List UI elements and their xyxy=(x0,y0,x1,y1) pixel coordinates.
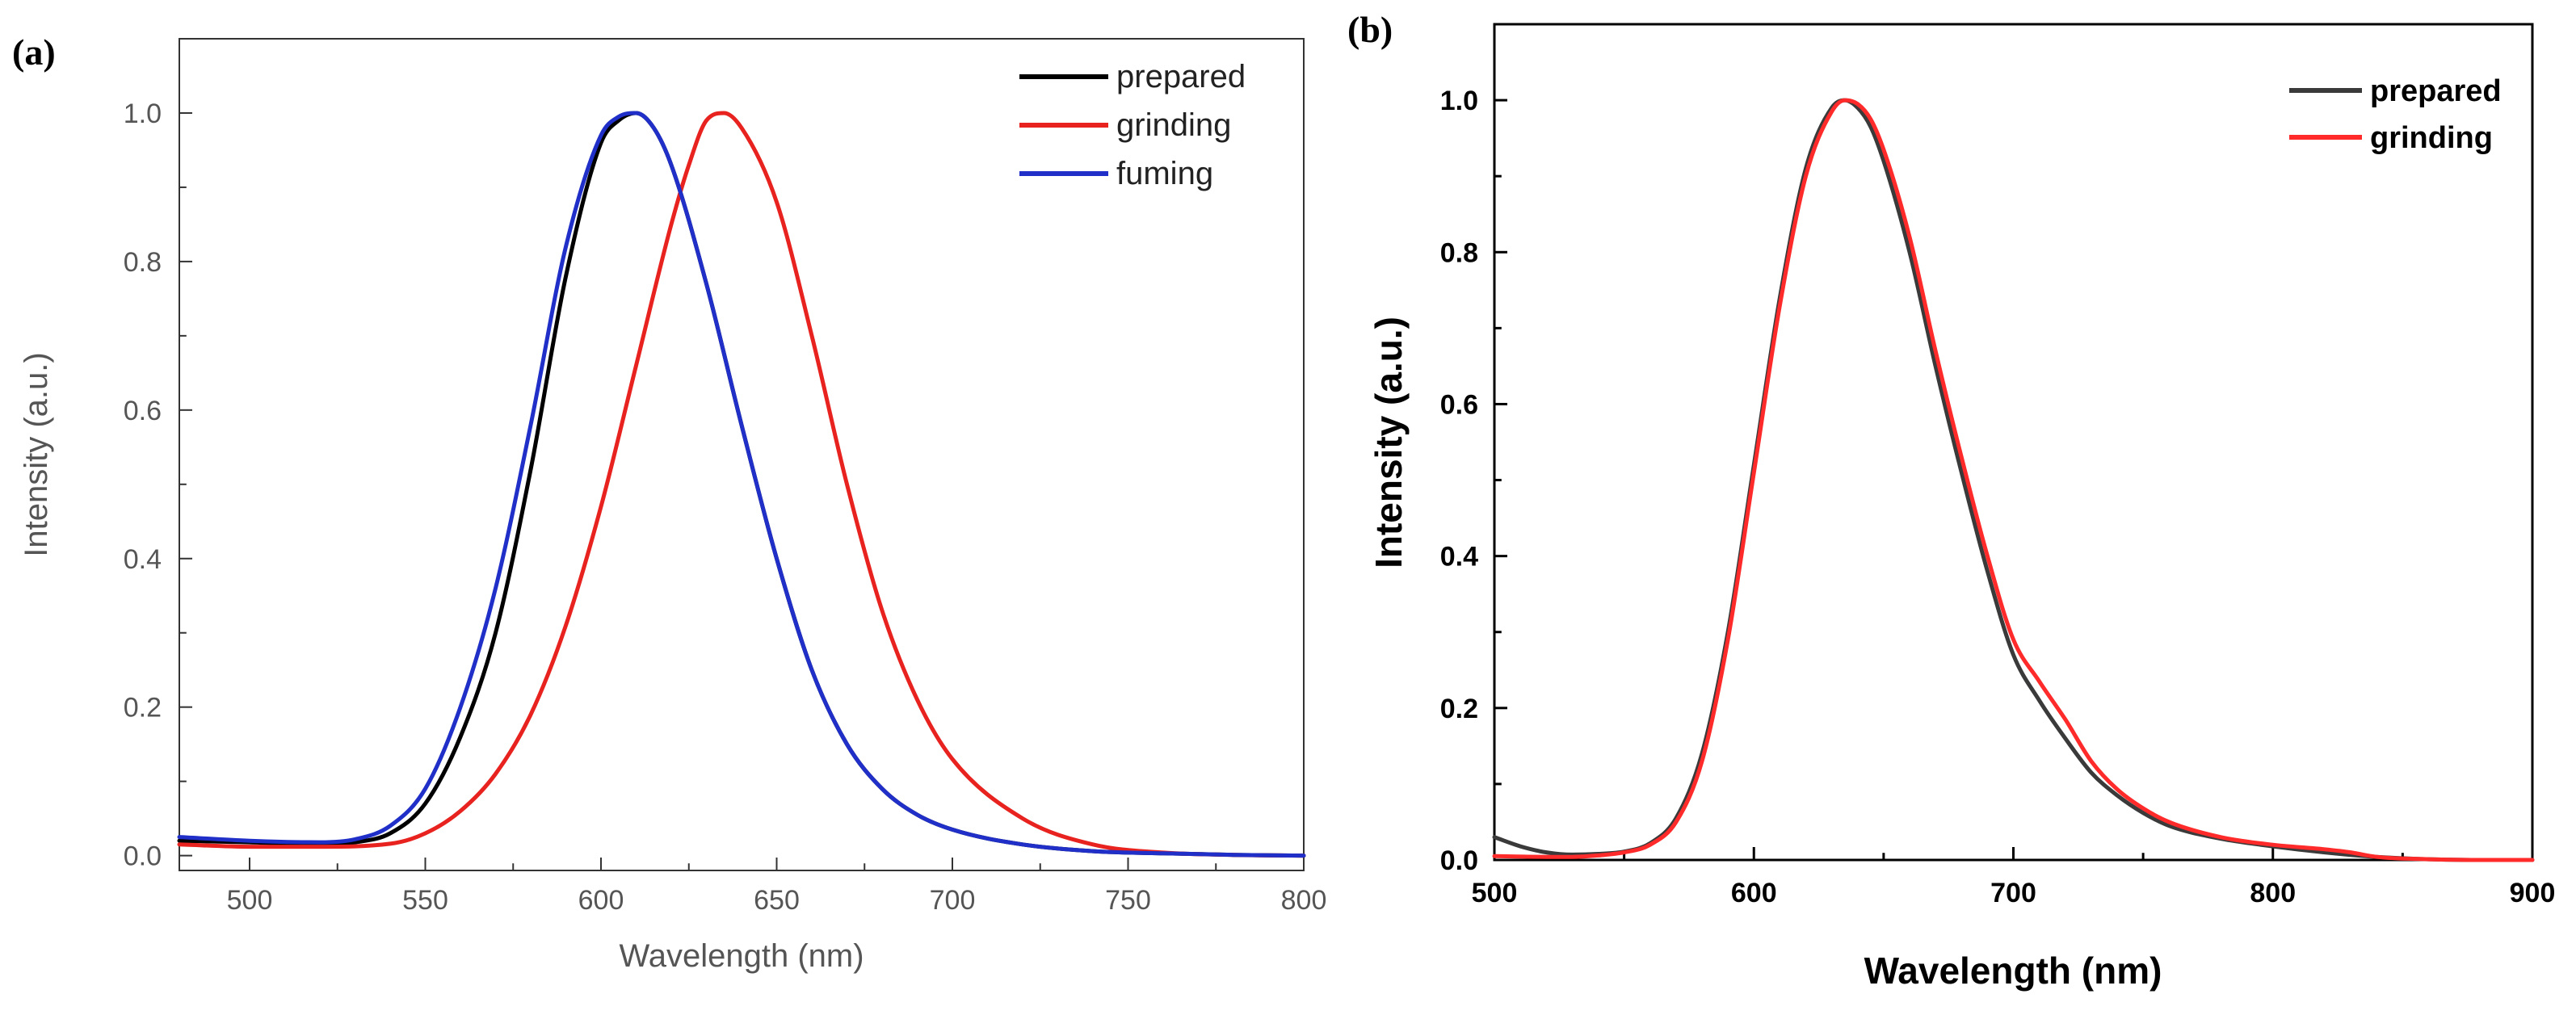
x-tick-label: 550 xyxy=(402,885,448,916)
ticks-a: 500 550 600 650 700 750 800 0.0 0.2 0.4 0.6 0.8 1.0 xyxy=(124,99,1327,916)
y-tick-label: 0.2 xyxy=(124,693,162,724)
x-tick-label: 900 xyxy=(2510,878,2556,908)
legend-a: prepared grinding fuming xyxy=(1019,59,1246,191)
plot-area-a xyxy=(179,38,1305,871)
legend-label-grinding: grinding xyxy=(1116,107,1231,143)
chart-panel-a: 500 550 600 650 700 750 8000.00.20.40.60.81.0 … xyxy=(19,38,1327,974)
legend-label-prepared: prepared xyxy=(1116,59,1246,94)
x-tick-label: 800 xyxy=(2250,878,2296,908)
panel-label-b: (b) xyxy=(1347,9,1393,50)
x-tick-label: 700 xyxy=(1990,878,2036,908)
series-line-prepared xyxy=(1492,98,2535,862)
legend-label-fuming: fuming xyxy=(1116,156,1213,191)
panel-label-a: (a) xyxy=(12,31,56,73)
series-group-a xyxy=(177,111,1306,858)
series-group-b xyxy=(1492,98,2535,862)
series-line-fuming xyxy=(177,111,1306,858)
series-line-grinding xyxy=(1492,98,2535,862)
y-tick-label: 0.8 xyxy=(124,247,162,278)
series-line-prepared xyxy=(177,111,1306,858)
x-axis-label-a: Wavelength (nm) xyxy=(619,938,864,974)
y-tick-label: 1.0 xyxy=(124,99,162,129)
legend-label-prepared: prepared xyxy=(2370,74,2502,108)
x-tick-label: 700 xyxy=(930,885,976,916)
legend-label-grinding: grinding xyxy=(2370,121,2493,155)
y-tick-label: 0.6 xyxy=(1440,389,1478,420)
y-tick-label: 0.2 xyxy=(1440,694,1478,724)
x-tick-label: 650 xyxy=(754,885,800,916)
y-axis-label-a: Intensity (a.u.) xyxy=(19,352,54,556)
x-tick-label: 500 xyxy=(1472,878,1518,908)
chart-panel-b: 500 600 700 800 900 0.0 0.2 0.4 0.6 0.8 1.0 Wavele… xyxy=(1368,23,2556,992)
y-tick-label: 0.4 xyxy=(1440,542,1478,573)
x-tick-label: 600 xyxy=(578,885,624,916)
y-tick-label: 0.0 xyxy=(124,841,162,872)
legend-b: prepared grinding xyxy=(2289,74,2502,155)
y-tick-label: 0.6 xyxy=(124,396,162,426)
y-tick-label: 0.8 xyxy=(1440,237,1478,268)
y-tick-label: 1.0 xyxy=(1440,86,1478,116)
x-axis-label-b: Wavelength (nm) xyxy=(1864,950,2162,992)
x-tick-label: 750 xyxy=(1105,885,1151,916)
x-tick-label: 500 xyxy=(227,885,273,916)
y-tick-label: 0.4 xyxy=(124,544,162,575)
x-tick-label: 600 xyxy=(1731,878,1777,908)
series-line-grinding xyxy=(177,111,1306,858)
x-tick-label: 800 xyxy=(1281,885,1327,916)
y-axis-label-b: Intensity (a.u.) xyxy=(1368,317,1410,568)
y-tick-label: 0.0 xyxy=(1440,845,1478,876)
ticks-b: 500 600 700 800 900 0.0 0.2 0.4 0.6 0.8 1.0 xyxy=(1440,86,2556,908)
